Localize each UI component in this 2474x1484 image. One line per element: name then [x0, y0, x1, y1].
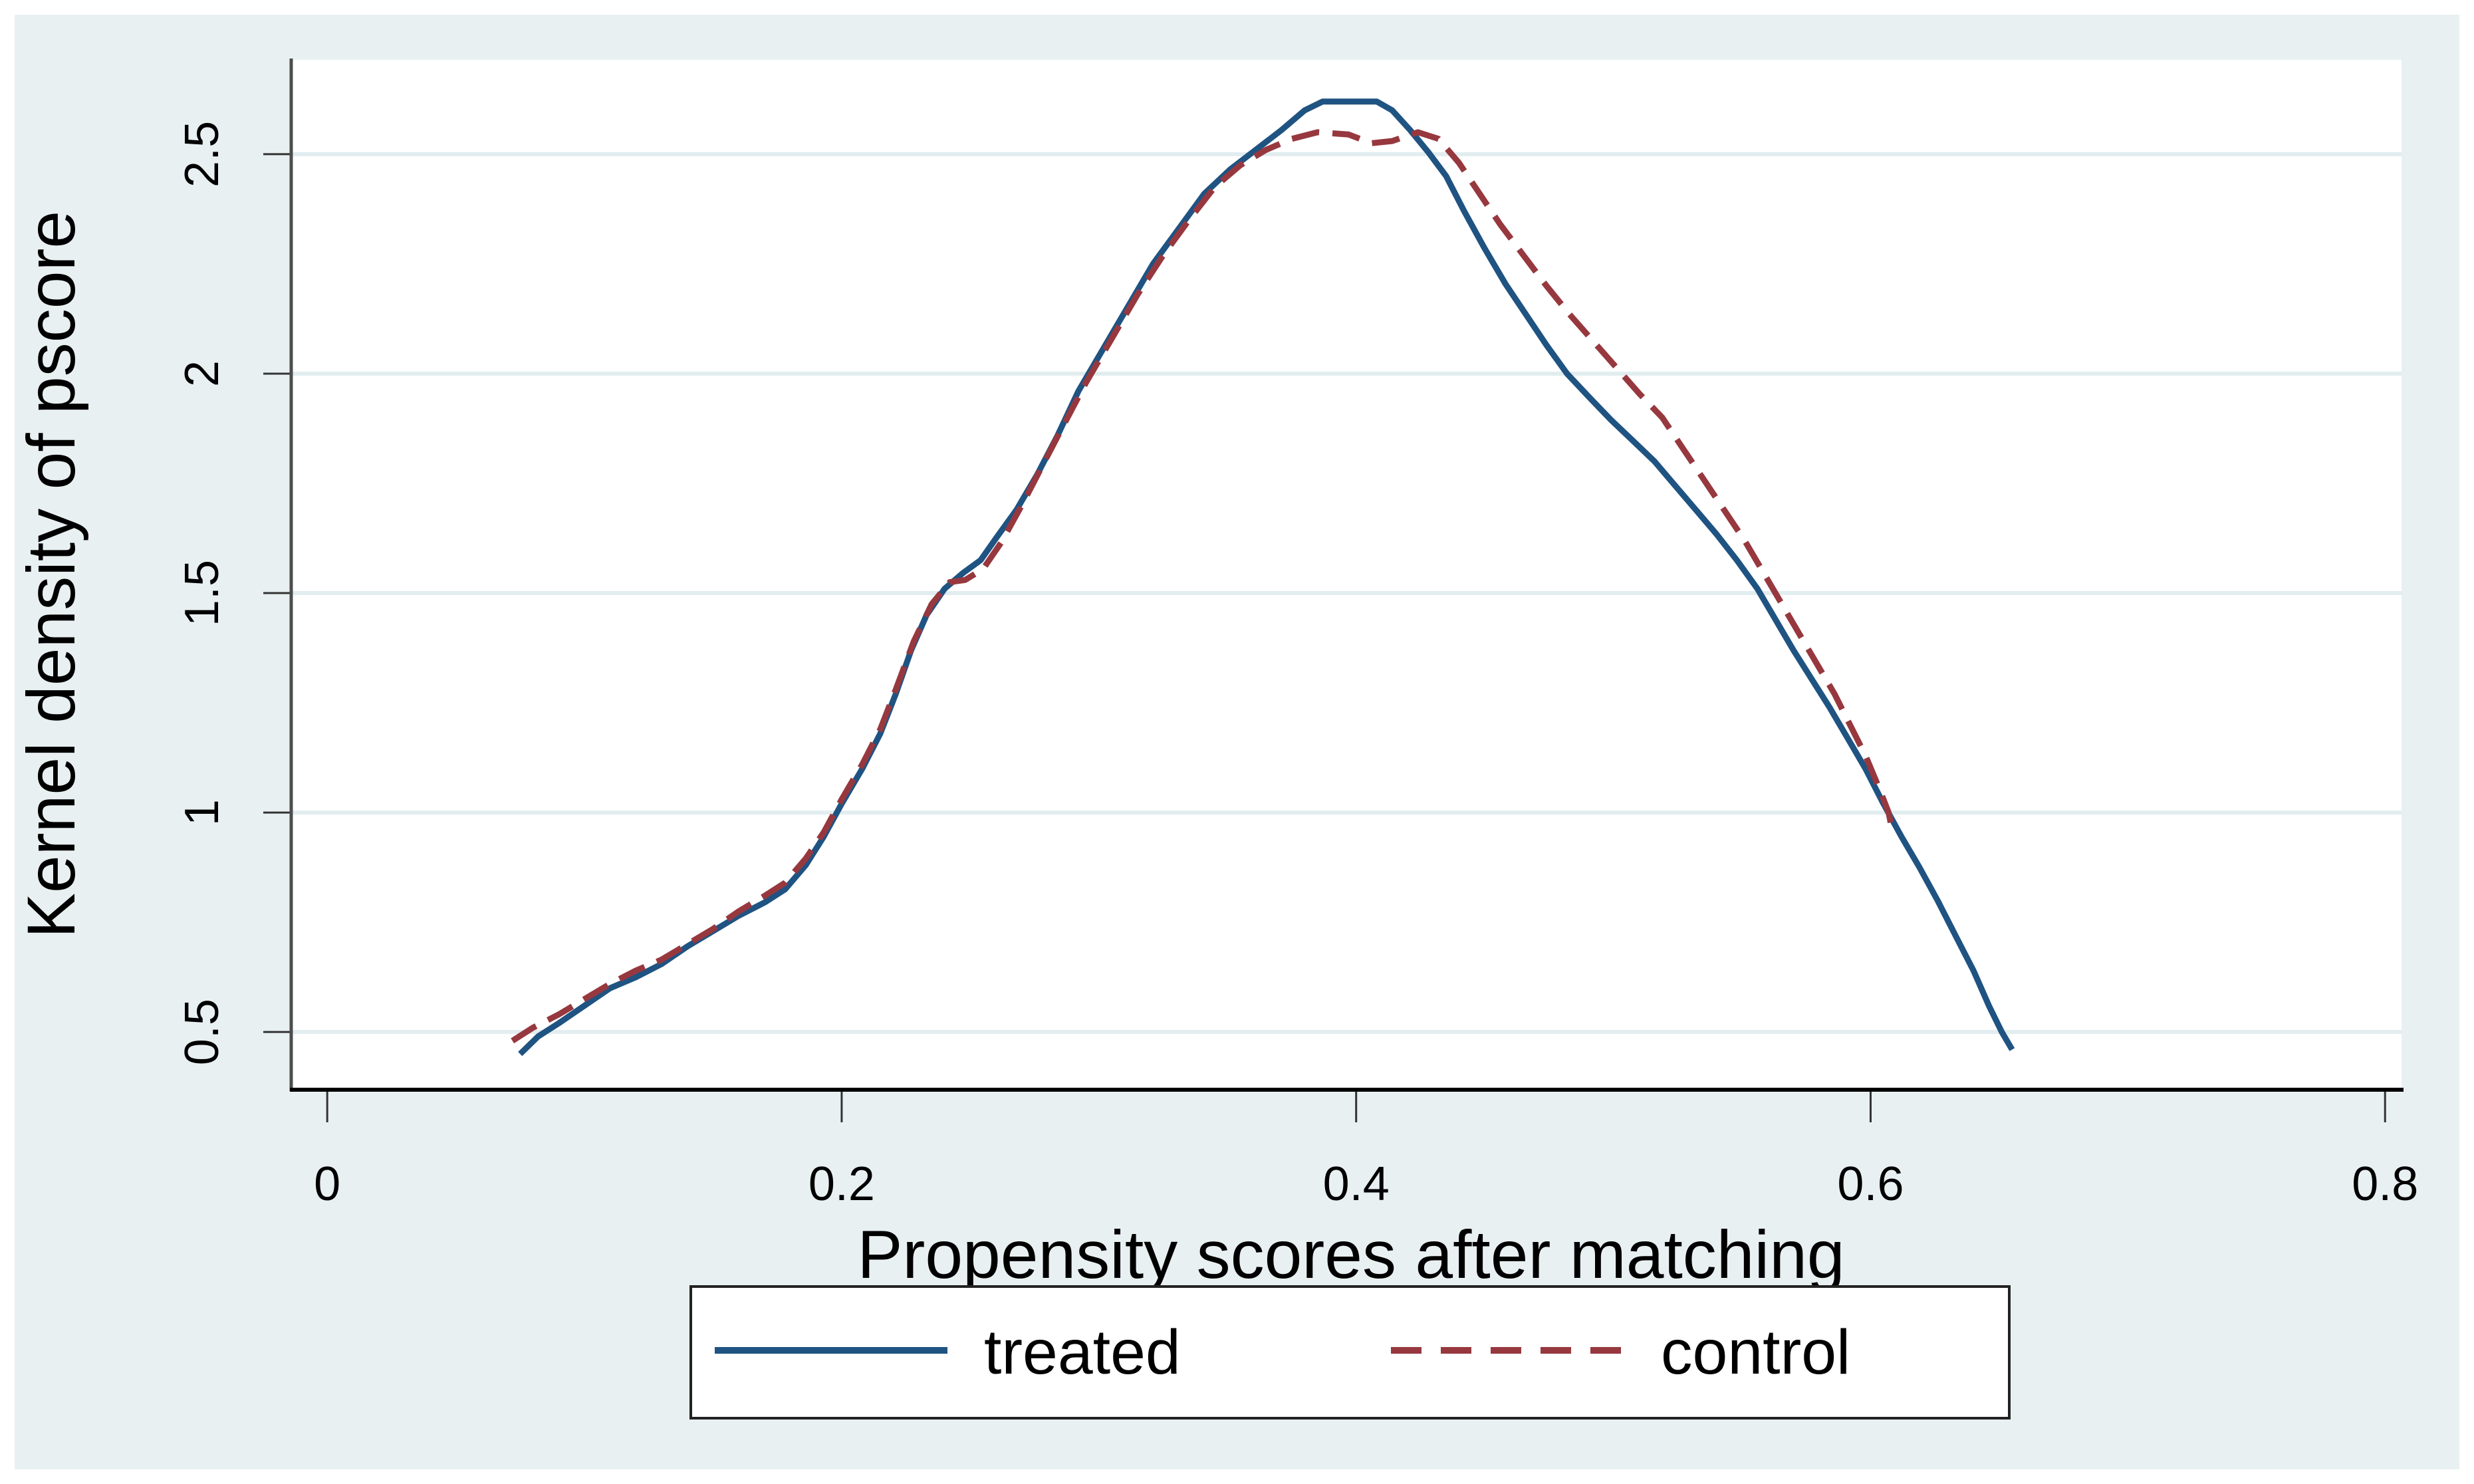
y-axis-tick-marks — [263, 153, 291, 1033]
legend-label-control: control — [1661, 1317, 1850, 1388]
x-tick-label: 0.6 — [1837, 1158, 1904, 1211]
x-axis-tick-labels: 0 0.2 0.4 0.6 0.8 — [314, 1158, 2418, 1211]
y-tick-label: 2.5 — [176, 121, 229, 187]
x-tick-label: 0.2 — [808, 1158, 875, 1211]
plot-area — [291, 60, 2402, 1089]
y-tick-label: 1.5 — [176, 560, 229, 626]
y-axis-title: Kernel density of pscore — [13, 211, 89, 938]
y-tick-label: 0.5 — [176, 999, 229, 1065]
control-density-curve — [511, 129, 1894, 1044]
y-tick-label: 2 — [176, 360, 229, 387]
x-axis-tick-marks — [326, 1092, 2386, 1122]
x-tick-label: 0 — [314, 1158, 340, 1211]
x-tick-label: 0.8 — [2352, 1158, 2418, 1211]
gridlines — [293, 152, 2402, 1035]
y-axis-tick-labels: 0.5 1 1.5 2 2.5 — [176, 121, 229, 1065]
x-tick-label: 0.4 — [1323, 1158, 1390, 1211]
legend: treated control — [689, 1285, 2011, 1420]
y-tick-label: 1 — [176, 799, 229, 826]
legend-label-treated: treated — [984, 1317, 1181, 1388]
treated-density-curve — [518, 98, 2015, 1056]
x-axis-title: Propensity scores after matching — [857, 1217, 1844, 1293]
